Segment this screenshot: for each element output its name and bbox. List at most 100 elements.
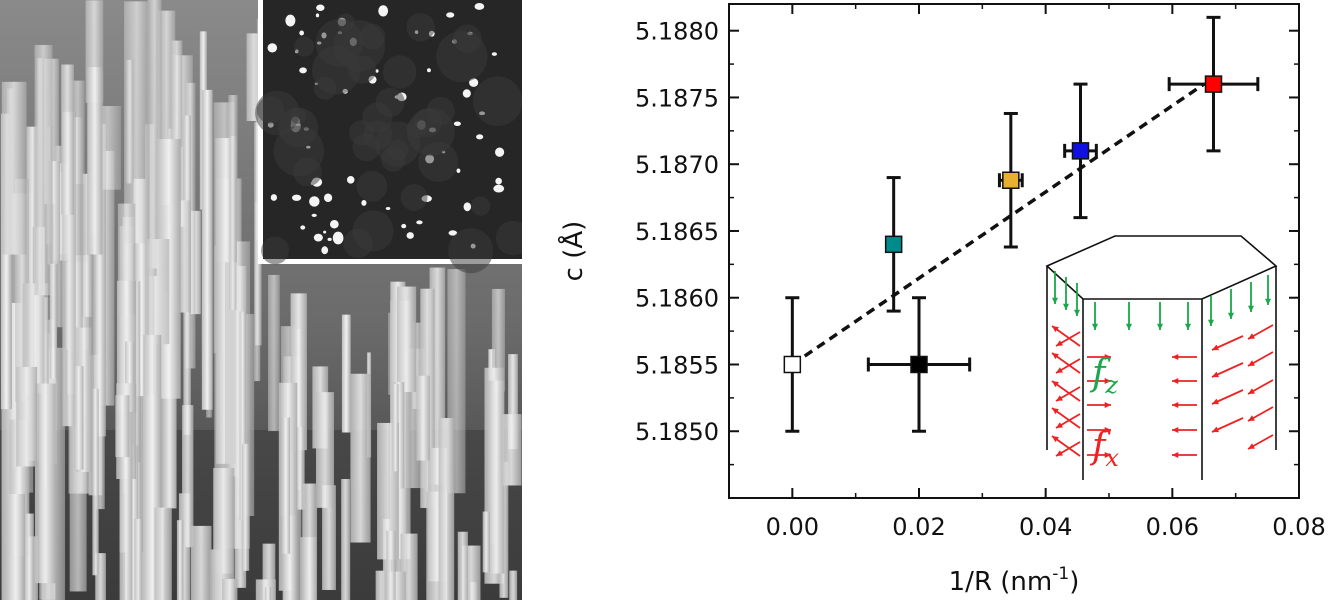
nanoparticle	[495, 147, 505, 157]
nanowire	[95, 553, 106, 600]
nanowire	[74, 366, 84, 470]
force-arrow	[1264, 275, 1272, 305]
force-arrow	[1125, 302, 1133, 330]
nanoparticle	[313, 233, 323, 242]
x-tick-label: 0.04	[1019, 513, 1072, 541]
nanowire	[488, 380, 505, 574]
nanoparticle	[448, 230, 458, 236]
nanowire	[491, 288, 505, 392]
nanowire	[34, 383, 56, 584]
nanoparticle	[329, 220, 339, 229]
fx-label: fx	[1089, 426, 1119, 472]
nanoparticle	[456, 168, 461, 174]
axis-ticks	[728, 4, 1300, 498]
substrate-texture	[273, 125, 325, 177]
nanowire	[171, 40, 183, 148]
force-arrow	[1227, 289, 1235, 319]
force-arrow	[1055, 358, 1081, 374]
nanowire	[190, 525, 212, 600]
fz-label: fz	[1089, 353, 1118, 399]
nanoparticle	[299, 67, 307, 74]
nanowire	[119, 411, 133, 600]
nanoparticle	[427, 68, 431, 73]
substrate-texture	[356, 170, 388, 202]
force-arrow	[1247, 324, 1274, 340]
tick-labels: 0.00 0.02 0.04 0.06 0.08 5.1850 5.1855 5.1860 5.…	[635, 18, 1326, 541]
nanowire	[281, 417, 291, 554]
nanowire	[239, 311, 246, 521]
nanowire	[350, 373, 371, 543]
nanowire	[134, 518, 143, 600]
force-arrow	[1055, 413, 1081, 429]
nanowire	[115, 395, 130, 458]
force-arrow	[1247, 282, 1255, 312]
point-marker	[884, 235, 903, 254]
nanowire	[268, 274, 280, 432]
nanowire	[128, 445, 139, 600]
nanowire	[24, 513, 34, 600]
nanoparticle	[401, 223, 407, 229]
x-tick-label: 0.02	[892, 513, 945, 541]
substrate-texture	[261, 236, 290, 265]
force-arrow	[1247, 406, 1274, 422]
data-points	[783, 15, 1260, 433]
substrate-texture	[313, 76, 337, 100]
plot-frame	[728, 3, 1300, 499]
substrate-texture	[448, 228, 494, 274]
nanowire	[1, 81, 27, 255]
nanowire	[92, 388, 99, 576]
force-arrow	[1211, 335, 1244, 351]
substrate-texture	[406, 118, 427, 139]
nanowire	[16, 366, 38, 467]
force-arrow	[1055, 441, 1081, 457]
nanowire	[296, 427, 305, 510]
substrate-texture	[359, 23, 386, 50]
nanowire	[438, 418, 455, 600]
force-arrow	[1087, 377, 1111, 385]
nanoparticle	[446, 12, 455, 18]
force-arrow	[1087, 426, 1111, 434]
force-arrow	[1172, 401, 1197, 409]
force-arrow	[1051, 271, 1059, 304]
force-arrow	[1211, 389, 1244, 405]
nanowire	[0, 113, 12, 410]
nanoparticle	[453, 121, 461, 127]
nanoparticle	[267, 43, 278, 53]
force-arrow	[1091, 302, 1099, 330]
force-arrow	[1087, 401, 1111, 409]
nanowire	[246, 33, 262, 121]
data-point	[884, 176, 903, 313]
nanowire	[386, 530, 396, 600]
force-arrow	[1156, 302, 1164, 330]
force-arrow	[1055, 331, 1081, 347]
nanoparticle	[406, 232, 414, 239]
substrate-texture	[400, 184, 428, 211]
nanowire	[87, 67, 103, 255]
nanowire	[341, 478, 351, 600]
nanowire	[341, 314, 351, 433]
nanoparticle	[361, 199, 367, 206]
nanowire	[482, 511, 490, 573]
nanoparticle	[299, 30, 304, 36]
nanowire	[509, 570, 518, 600]
nanoparticle	[270, 194, 278, 201]
nanoparticle	[385, 207, 391, 210]
substrate-texture	[315, 19, 364, 67]
nanoparticle	[476, 134, 484, 140]
data-point	[1063, 82, 1098, 220]
x-tick-label: 0.06	[1146, 513, 1199, 541]
nanowire	[182, 405, 194, 548]
nanowire	[302, 483, 318, 600]
nanowire	[416, 375, 430, 461]
nanoparticle	[285, 14, 296, 27]
force-arrow	[1184, 302, 1192, 330]
nanowire	[392, 384, 399, 472]
nanowire	[457, 531, 468, 600]
substrate-texture	[294, 36, 315, 57]
nanowire	[6, 494, 26, 600]
force-arrow	[1247, 379, 1274, 395]
nanowire	[322, 485, 336, 590]
point-marker	[1002, 171, 1020, 189]
nanoparticle	[378, 5, 389, 17]
nanoparticle	[491, 52, 497, 56]
